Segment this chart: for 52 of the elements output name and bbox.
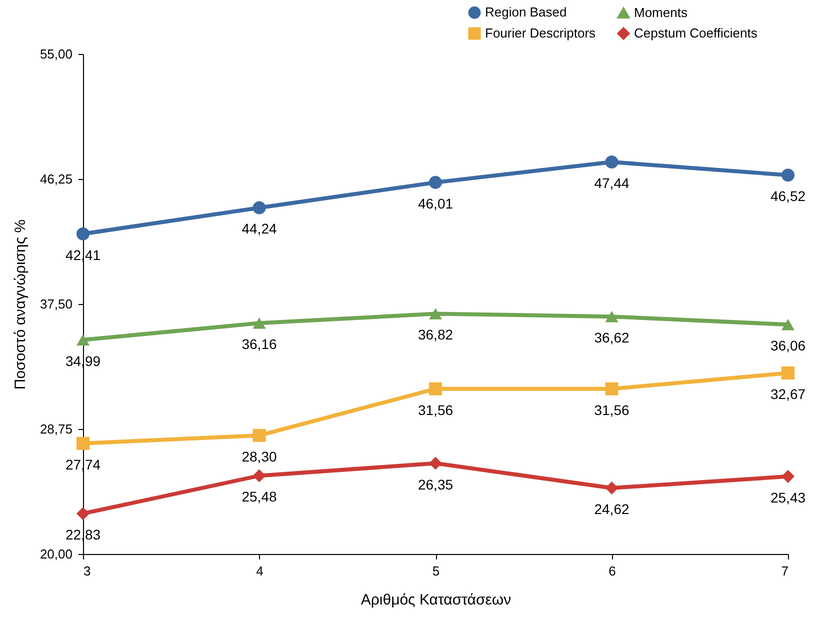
data-label: 44,24	[242, 220, 277, 237]
data-label: 31,56	[594, 402, 630, 418]
data-label: 36,82	[418, 326, 454, 343]
point	[252, 469, 266, 482]
point	[781, 470, 795, 483]
legend-label: Region Based	[485, 4, 567, 20]
point	[76, 507, 90, 520]
point	[252, 428, 266, 442]
data-label: 36,06	[770, 338, 806, 354]
y-tick-label: 28,75	[40, 422, 72, 436]
point	[605, 155, 618, 169]
data-label: 28,30	[242, 448, 277, 464]
point	[781, 318, 795, 330]
point	[428, 176, 442, 189]
point	[605, 481, 618, 495]
data-label: 24,62	[594, 501, 630, 517]
legend-label: Fourier Descriptors	[485, 26, 596, 40]
y-tick-label: 37,50	[40, 296, 72, 312]
x-tick-label: 7	[781, 564, 788, 578]
x-tick-label: 6	[608, 564, 616, 578]
data-label: 25,48	[242, 488, 277, 505]
data-label: 31,56	[418, 402, 454, 418]
data-label: 46,01	[418, 195, 454, 212]
data-label: 26,35	[418, 476, 454, 492]
legend-label: Moments	[634, 4, 688, 20]
legend-label: Cepstum Coefficients	[634, 26, 758, 40]
x-tick-label: 4	[256, 564, 264, 578]
data-label: 47,44	[594, 175, 630, 191]
point	[781, 366, 795, 380]
point	[252, 201, 266, 214]
x-tick-label: 5	[432, 564, 440, 578]
y-tick-label: 46,25	[40, 172, 72, 186]
point	[76, 227, 90, 240]
point	[428, 308, 442, 320]
point	[428, 456, 442, 470]
point	[428, 382, 442, 396]
point	[781, 168, 795, 182]
data-label: 32,67	[770, 386, 806, 402]
data-label: 25,43	[770, 489, 806, 506]
x-axis-title: Αριθμός Καταστάσεων	[360, 592, 512, 608]
y-tick-label: 55,00	[40, 46, 72, 62]
point	[76, 436, 90, 450]
point	[76, 334, 90, 346]
data-label: 46,52	[770, 188, 806, 204]
data-label: 36,62	[594, 330, 630, 346]
y-tick-label: 20,00	[40, 546, 72, 562]
point	[252, 317, 266, 329]
point	[605, 382, 618, 396]
data-label: 36,16	[242, 336, 277, 352]
point	[605, 310, 618, 322]
y-axis-title: Ποσοστό αναγνώρισης %	[12, 219, 29, 390]
x-tick-label: 3	[84, 564, 91, 578]
